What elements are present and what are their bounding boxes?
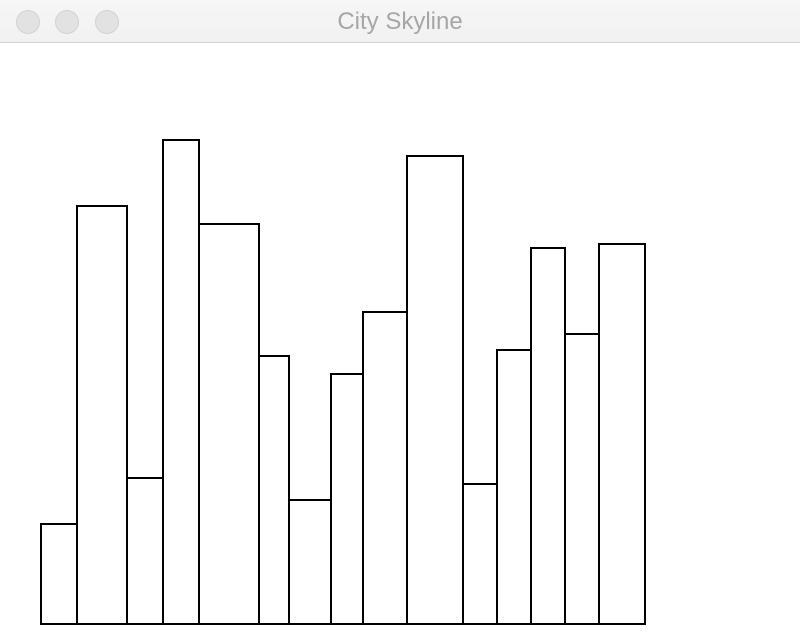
building-6 <box>258 355 290 625</box>
close-button[interactable] <box>16 10 40 34</box>
building-11 <box>462 483 498 625</box>
building-4 <box>162 139 200 625</box>
building-10 <box>406 155 464 625</box>
building-5 <box>198 223 260 625</box>
building-1 <box>40 523 78 625</box>
title-bar[interactable]: City Skyline <box>0 0 800 43</box>
window-title: City Skyline <box>337 8 463 35</box>
building-14 <box>564 333 600 625</box>
building-3 <box>126 477 164 625</box>
building-7 <box>288 499 332 625</box>
skyline-drawing <box>40 139 646 625</box>
building-12 <box>496 349 532 625</box>
building-13 <box>530 247 566 625</box>
minimize-button[interactable] <box>55 10 79 34</box>
building-9 <box>362 311 408 625</box>
building-8 <box>330 373 364 625</box>
drawing-canvas <box>0 44 800 644</box>
building-2 <box>76 205 128 625</box>
zoom-button[interactable] <box>95 10 119 34</box>
building-15 <box>598 243 646 625</box>
